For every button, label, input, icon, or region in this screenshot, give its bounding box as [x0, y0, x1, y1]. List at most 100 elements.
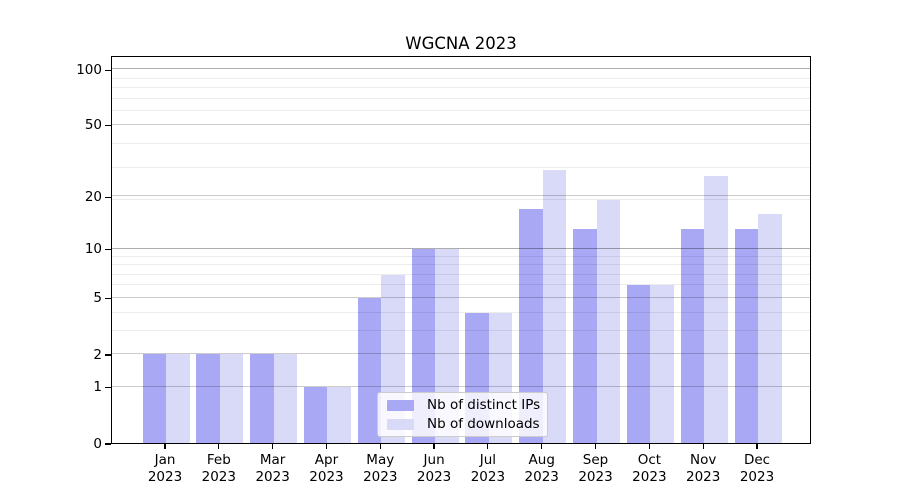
- x-tick-month: Nov: [689, 452, 717, 468]
- x-tick-year: 2023: [255, 468, 290, 485]
- x-tick-mark-oct: [648, 444, 650, 449]
- grid-line-5: [112, 296, 810, 298]
- gridlines-layer: [112, 57, 810, 443]
- x-tick-year: 2023: [578, 468, 613, 485]
- y-tick-label-10: 10: [84, 241, 102, 258]
- bar-distinct-ips-sep: [573, 229, 597, 443]
- x-tick-label-jan: Jan 2023: [133, 452, 197, 485]
- legend-item-downloads: Nb of downloads: [387, 416, 540, 432]
- x-tick-month: Jan: [154, 452, 176, 468]
- bar-distinct-ips-aug: [519, 208, 543, 443]
- x-tick-month: Oct: [637, 452, 662, 468]
- grid-line-2: [112, 353, 810, 355]
- bar-distinct-ips-feb: [196, 354, 220, 443]
- grid-line-minor-9: [112, 264, 810, 266]
- grid-line-minor-80: [112, 87, 810, 89]
- grid-line-minor-7: [112, 284, 810, 286]
- grid-line-10: [112, 247, 810, 249]
- bar-distinct-ips-oct: [626, 285, 651, 443]
- x-tick-month: Jun: [423, 452, 445, 468]
- bar-downloads-sep: [596, 200, 621, 443]
- y-tick-mark-10: [105, 249, 111, 251]
- plot-area: [111, 56, 811, 444]
- x-tick-year: 2023: [309, 468, 344, 485]
- x-tick-year: 2023: [524, 468, 559, 485]
- legend-item-distinct-ips: Nb of distinct IPs: [387, 397, 541, 413]
- grid-line-minor-70: [112, 97, 810, 99]
- x-tick-mark-jun: [433, 444, 435, 449]
- x-tick-year: 2023: [147, 468, 183, 485]
- y-tick-mark-2: [105, 354, 111, 356]
- x-tick-label-may: May 2023: [348, 452, 412, 485]
- x-tick-month: Aug: [528, 452, 555, 468]
- x-tick-mark-aug: [541, 444, 543, 449]
- y-tick-mark-5: [105, 298, 111, 300]
- bar-downloads-jan: [166, 354, 190, 443]
- y-tick-label-0: 0: [93, 435, 102, 452]
- x-tick-mark-jul: [487, 444, 489, 449]
- x-tick-month: Feb: [206, 452, 231, 468]
- x-tick-mark-sep: [594, 444, 597, 449]
- x-tick-label-apr: Apr 2023: [294, 452, 358, 485]
- grid-line-minor-40: [112, 143, 810, 145]
- x-tick-label-jul: Jul 2023: [456, 452, 520, 485]
- grid-line-minor-10: [112, 255, 810, 257]
- x-tick-year: 2023: [201, 468, 236, 485]
- x-tick-label-aug: Aug 2023: [510, 452, 574, 485]
- bar-distinct-ips-nov: [680, 229, 705, 443]
- x-tick-mark-may: [379, 444, 381, 449]
- x-tick-mark-dec: [756, 444, 758, 449]
- legend: Nb of distinct IPs Nb of downloads: [377, 392, 548, 437]
- x-tick-label-feb: Feb 2023: [187, 452, 251, 485]
- y-tick-label-20: 20: [84, 188, 102, 205]
- x-tick-label-dec: Dec 2023: [725, 452, 789, 485]
- y-tick-mark-100: [105, 69, 111, 71]
- x-tick-mark-apr: [325, 444, 328, 449]
- x-tick-label-mar: Mar 2023: [241, 452, 305, 485]
- x-tick-month: Dec: [743, 452, 771, 468]
- bar-distinct-ips-dec: [734, 229, 758, 443]
- x-tick-year: 2023: [416, 468, 452, 485]
- grid-line-100: [112, 68, 810, 70]
- x-tick-label-sep: Sep 2023: [564, 452, 628, 485]
- bar-downloads-dec: [758, 213, 782, 443]
- grid-line-minor-8: [112, 273, 810, 275]
- x-tick-year: 2023: [685, 468, 721, 485]
- bar-downloads-mar: [273, 354, 298, 443]
- grid-line-20: [112, 195, 810, 197]
- legend-swatch-downloads: [387, 418, 414, 430]
- bar-distinct-ips-apr: [303, 386, 328, 443]
- x-tick-year: 2023: [363, 468, 398, 485]
- grid-line-minor-60: [112, 110, 810, 112]
- legend-swatch-distinct-ips: [387, 399, 414, 411]
- x-tick-month: Apr: [314, 452, 339, 468]
- legend-label-downloads: Nb of downloads: [427, 416, 540, 432]
- grid-line-1: [112, 385, 810, 387]
- bar-downloads-aug: [542, 170, 567, 443]
- grid-line-minor-4: [112, 329, 810, 331]
- x-tick-month: Mar: [259, 452, 286, 468]
- x-tick-label-nov: Nov 2023: [671, 452, 735, 485]
- y-tick-label-100: 100: [76, 61, 102, 78]
- bar-distinct-ips-mar: [250, 354, 274, 443]
- x-tick-month: May: [366, 452, 395, 468]
- bar-distinct-ips-may: [357, 297, 382, 443]
- bar-distinct-ips-jan: [142, 354, 166, 443]
- x-tick-month: Sep: [582, 452, 609, 468]
- x-tick-label-jun: Jun 2023: [402, 452, 466, 485]
- x-tick-label-oct: Oct 2023: [617, 452, 681, 485]
- x-tick-year: 2023: [470, 468, 506, 485]
- y-tick-label-1: 1: [93, 379, 102, 396]
- x-tick-month: Jul: [479, 452, 497, 468]
- y-tick-label-50: 50: [84, 117, 102, 134]
- y-tick-mark-20: [105, 196, 111, 198]
- legend-label-distinct-ips: Nb of distinct IPs: [427, 397, 541, 413]
- y-tick-mark-50: [105, 124, 111, 127]
- x-tick-mark-mar: [272, 444, 274, 449]
- y-tick-label-2: 2: [93, 346, 102, 363]
- grid-line-minor-20: [112, 199, 810, 201]
- x-tick-mark-feb: [218, 444, 220, 449]
- grid-line-minor-30: [112, 166, 810, 168]
- x-tick-year: 2023: [739, 468, 775, 485]
